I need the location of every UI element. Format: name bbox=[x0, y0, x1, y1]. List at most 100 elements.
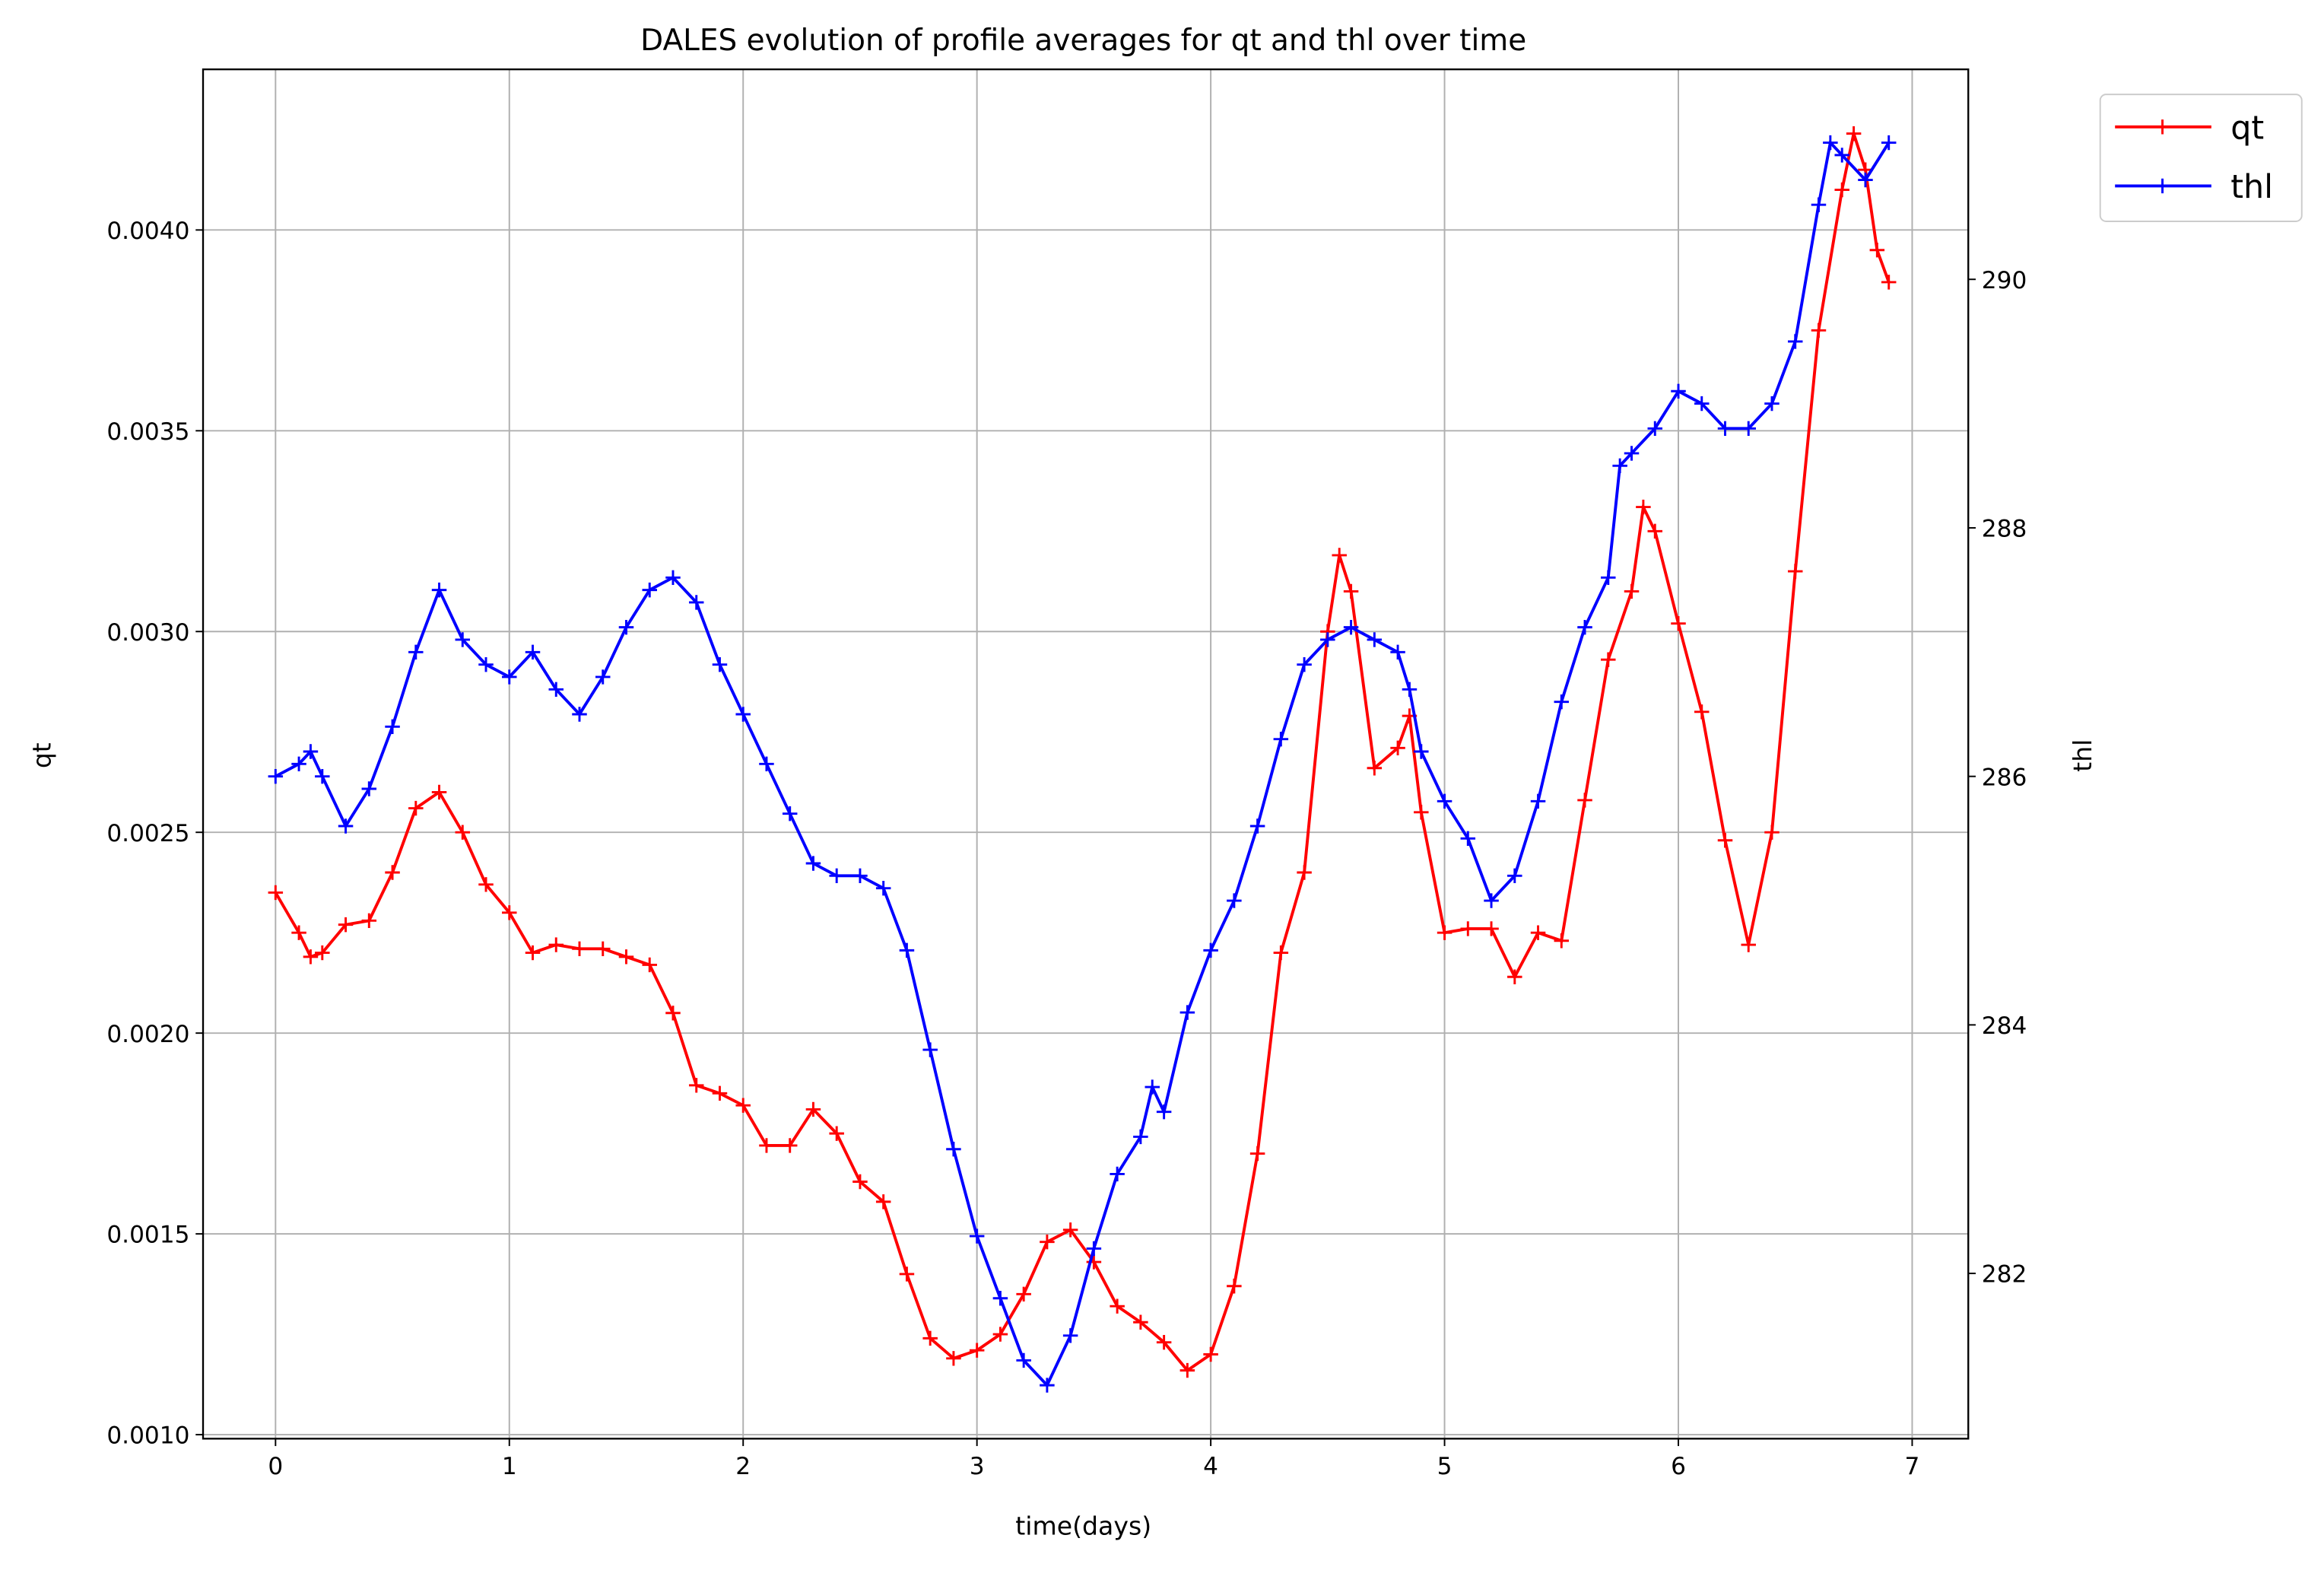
marker bbox=[1110, 1298, 1125, 1314]
y2-tick-label: 286 bbox=[1982, 764, 2027, 791]
marker bbox=[525, 945, 541, 961]
marker bbox=[408, 644, 424, 660]
marker bbox=[782, 806, 798, 822]
marker bbox=[478, 877, 494, 892]
marker bbox=[1086, 1241, 1102, 1257]
marker bbox=[712, 656, 728, 672]
marker bbox=[1530, 925, 1546, 940]
marker bbox=[1554, 933, 1570, 949]
marker bbox=[1203, 942, 1218, 958]
marker bbox=[852, 868, 868, 884]
marker bbox=[946, 1142, 961, 1157]
marker bbox=[1624, 583, 1640, 599]
marker bbox=[665, 1006, 681, 1021]
marker bbox=[1179, 1362, 1195, 1378]
marker bbox=[291, 925, 306, 940]
marker bbox=[303, 949, 319, 965]
marker bbox=[1694, 396, 1710, 412]
marker bbox=[1823, 135, 1838, 151]
marker bbox=[1764, 825, 1780, 840]
y2-tick-label: 284 bbox=[1982, 1012, 2027, 1040]
x-tick-label: 5 bbox=[1437, 1453, 1452, 1480]
marker bbox=[572, 941, 587, 956]
marker bbox=[1460, 831, 1476, 847]
marker bbox=[618, 949, 634, 965]
marker bbox=[268, 768, 284, 784]
marker bbox=[502, 905, 517, 920]
marker bbox=[1133, 1314, 1148, 1330]
x-tick-label: 0 bbox=[268, 1453, 283, 1480]
marker bbox=[455, 825, 471, 840]
marker bbox=[1811, 197, 1827, 212]
series-line bbox=[275, 139, 1891, 1388]
x-tick-label: 6 bbox=[1671, 1453, 1686, 1480]
marker bbox=[1040, 1378, 1055, 1393]
marker bbox=[1297, 865, 1312, 880]
marker bbox=[946, 1351, 961, 1366]
marker bbox=[595, 941, 611, 956]
marker bbox=[969, 1228, 985, 1244]
marker bbox=[992, 1291, 1008, 1306]
y2-tick-label: 290 bbox=[1982, 267, 2027, 294]
marker bbox=[1133, 1129, 1148, 1145]
marker bbox=[1227, 893, 1242, 908]
marker bbox=[922, 1042, 938, 1057]
marker bbox=[1156, 1104, 1172, 1120]
marker bbox=[1869, 243, 1885, 258]
marker bbox=[899, 1266, 915, 1282]
y2-tick-label: 282 bbox=[1982, 1261, 2027, 1289]
marker bbox=[735, 1098, 751, 1113]
y2-tick-label: 288 bbox=[1982, 516, 2027, 543]
marker bbox=[1145, 1079, 1160, 1095]
marker bbox=[735, 707, 751, 722]
y-tick-label: 0.0015 bbox=[106, 1222, 189, 1249]
marker bbox=[875, 880, 891, 896]
marker bbox=[1507, 969, 1522, 984]
marker bbox=[1881, 275, 1897, 290]
y-tick-label: 0.0025 bbox=[106, 820, 189, 847]
marker bbox=[303, 744, 319, 759]
marker bbox=[1367, 632, 1383, 647]
marker bbox=[1647, 421, 1663, 436]
marker bbox=[1402, 682, 1418, 698]
marker bbox=[1016, 1352, 1031, 1368]
marker bbox=[1507, 868, 1522, 884]
marker bbox=[1601, 652, 1616, 667]
marker bbox=[1040, 1234, 1055, 1250]
marker bbox=[361, 781, 377, 796]
marker bbox=[1390, 740, 1405, 756]
marker bbox=[1390, 644, 1405, 660]
legend-marker bbox=[2154, 119, 2170, 135]
x-axis-label: time(days) bbox=[1015, 1511, 1151, 1541]
marker bbox=[1273, 945, 1289, 961]
y-tick-label: 0.0030 bbox=[106, 619, 189, 647]
marker bbox=[1612, 458, 1627, 473]
marker bbox=[1671, 383, 1686, 399]
marker bbox=[642, 582, 657, 598]
y-tick-label: 0.0020 bbox=[106, 1021, 189, 1048]
marker bbox=[1460, 921, 1476, 936]
marker bbox=[1016, 1286, 1031, 1302]
marker bbox=[1273, 731, 1289, 747]
marker bbox=[1624, 446, 1640, 461]
marker bbox=[899, 942, 915, 958]
marker bbox=[829, 868, 844, 884]
marker bbox=[338, 917, 354, 933]
marker bbox=[502, 669, 517, 685]
marker bbox=[1787, 564, 1803, 579]
marker bbox=[478, 656, 494, 672]
marker bbox=[338, 818, 354, 834]
marker bbox=[922, 1330, 938, 1346]
marker bbox=[618, 619, 634, 635]
marker bbox=[1834, 148, 1849, 163]
marker bbox=[759, 756, 774, 772]
legend-label: qt bbox=[2230, 109, 2264, 147]
marker bbox=[782, 1138, 798, 1153]
marker bbox=[525, 644, 541, 660]
legend-marker bbox=[2154, 178, 2170, 194]
marker bbox=[268, 885, 284, 901]
marker bbox=[1343, 583, 1359, 599]
marker bbox=[665, 570, 681, 585]
marker bbox=[385, 719, 400, 735]
